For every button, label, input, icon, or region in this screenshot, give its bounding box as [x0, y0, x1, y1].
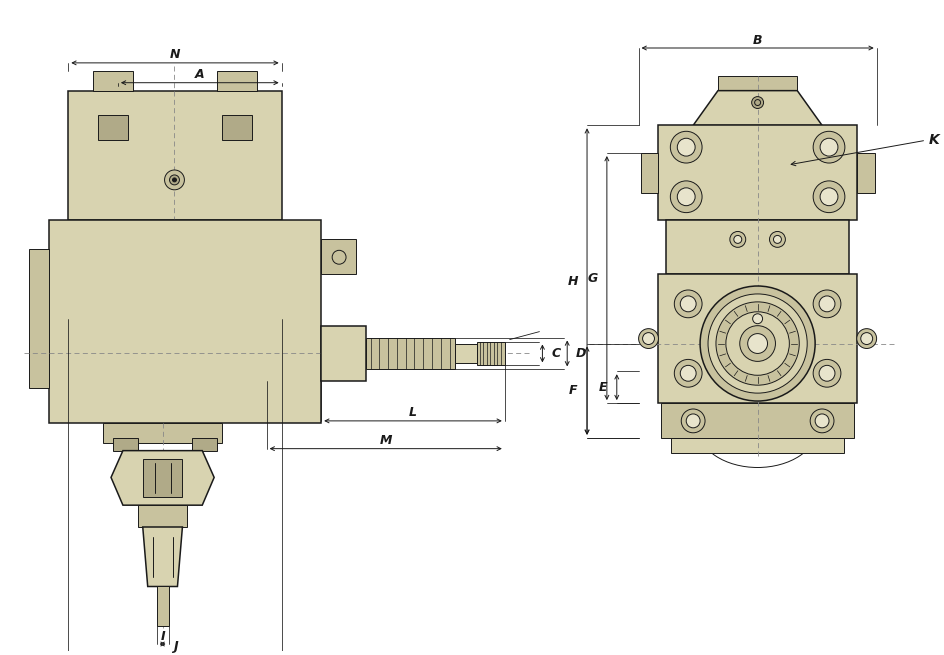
Circle shape: [681, 365, 696, 381]
Polygon shape: [68, 90, 281, 219]
Circle shape: [332, 250, 346, 264]
Text: C: C: [551, 347, 561, 360]
Polygon shape: [455, 343, 477, 364]
Circle shape: [681, 296, 696, 312]
Text: B: B: [753, 33, 763, 47]
Circle shape: [773, 235, 782, 244]
Circle shape: [686, 414, 700, 428]
Text: J: J: [173, 639, 177, 652]
Circle shape: [819, 296, 834, 312]
Polygon shape: [143, 527, 182, 586]
Polygon shape: [157, 586, 169, 626]
Polygon shape: [693, 90, 822, 125]
Circle shape: [754, 100, 761, 105]
Text: F: F: [569, 384, 578, 397]
Circle shape: [813, 131, 845, 163]
Circle shape: [813, 360, 841, 387]
Text: K: K: [929, 133, 939, 147]
Circle shape: [810, 409, 834, 433]
Polygon shape: [193, 438, 217, 451]
Polygon shape: [666, 219, 849, 274]
Circle shape: [670, 131, 702, 163]
Circle shape: [670, 181, 702, 213]
Circle shape: [674, 360, 702, 387]
Circle shape: [682, 409, 705, 433]
Circle shape: [674, 290, 702, 318]
Text: M: M: [379, 434, 392, 447]
Text: H: H: [568, 275, 579, 288]
Circle shape: [638, 329, 659, 348]
Polygon shape: [641, 153, 659, 193]
Circle shape: [164, 170, 184, 190]
Circle shape: [643, 333, 654, 345]
Circle shape: [769, 231, 785, 248]
Circle shape: [752, 314, 763, 324]
Polygon shape: [659, 125, 857, 219]
Circle shape: [751, 96, 764, 109]
Circle shape: [733, 235, 742, 244]
Circle shape: [708, 294, 807, 393]
Circle shape: [700, 286, 815, 401]
Circle shape: [730, 231, 746, 248]
Polygon shape: [477, 341, 505, 365]
Polygon shape: [671, 438, 844, 453]
Circle shape: [173, 178, 177, 182]
Polygon shape: [28, 250, 48, 388]
Text: E: E: [598, 381, 607, 394]
Circle shape: [813, 290, 841, 318]
Circle shape: [820, 138, 838, 156]
Polygon shape: [138, 505, 187, 527]
Circle shape: [716, 302, 800, 385]
Text: A: A: [195, 68, 205, 81]
Circle shape: [726, 312, 789, 375]
Polygon shape: [93, 71, 133, 90]
Circle shape: [677, 188, 695, 206]
Polygon shape: [659, 274, 857, 403]
Text: N: N: [170, 48, 180, 62]
Text: L: L: [409, 407, 417, 419]
Circle shape: [677, 138, 695, 156]
Polygon shape: [857, 153, 875, 193]
Polygon shape: [111, 451, 214, 505]
Polygon shape: [662, 403, 853, 438]
Text: I: I: [160, 629, 165, 643]
Polygon shape: [98, 115, 127, 140]
Polygon shape: [321, 326, 366, 381]
Polygon shape: [366, 337, 455, 369]
Circle shape: [740, 326, 775, 362]
Polygon shape: [48, 219, 321, 423]
Circle shape: [819, 365, 834, 381]
Text: G: G: [588, 272, 598, 284]
Circle shape: [813, 181, 845, 213]
Polygon shape: [113, 438, 138, 451]
Polygon shape: [321, 239, 356, 274]
Polygon shape: [222, 115, 252, 140]
Circle shape: [170, 175, 179, 185]
Circle shape: [815, 414, 829, 428]
Text: D: D: [576, 347, 586, 360]
Polygon shape: [103, 423, 222, 443]
Circle shape: [857, 329, 877, 348]
Polygon shape: [217, 71, 257, 90]
Circle shape: [861, 333, 872, 345]
Polygon shape: [718, 76, 798, 90]
Polygon shape: [143, 458, 182, 497]
Circle shape: [748, 333, 767, 354]
Circle shape: [820, 188, 838, 206]
